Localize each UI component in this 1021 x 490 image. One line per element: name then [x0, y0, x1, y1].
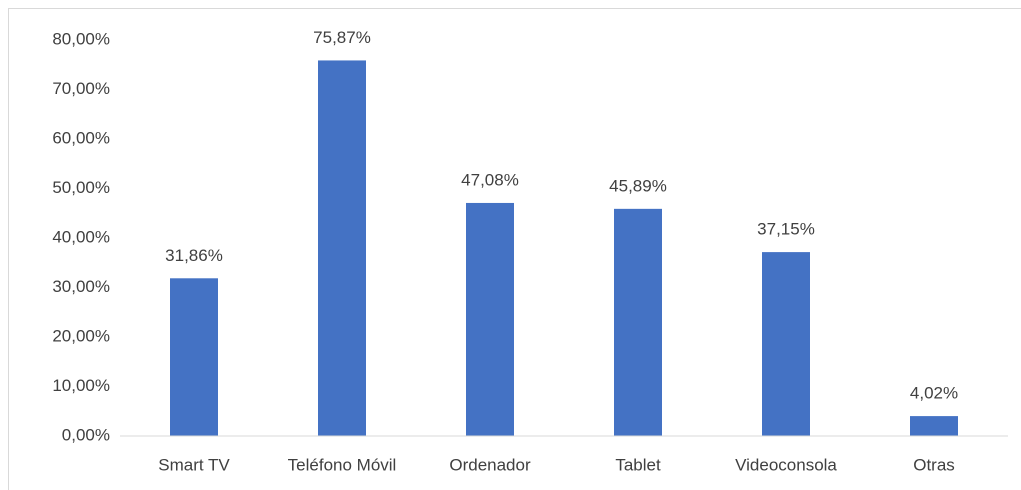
data-label: 45,89%: [609, 176, 667, 195]
y-tick-label: 60,00%: [52, 128, 110, 147]
bar: [910, 416, 958, 436]
x-tick-label: Teléfono Móvil: [288, 455, 397, 474]
chart-border: [8, 8, 1021, 490]
y-tick-label: 10,00%: [52, 376, 110, 395]
bar: [614, 208, 662, 436]
data-label: 4,02%: [910, 384, 958, 403]
bar: [466, 202, 514, 436]
y-tick-label: 80,00%: [52, 29, 110, 48]
y-tick-label: 0,00%: [62, 425, 110, 444]
y-tick-label: 20,00%: [52, 326, 110, 345]
data-label: 31,86%: [165, 246, 223, 265]
x-tick-label: Tablet: [615, 455, 661, 474]
bar: [318, 60, 366, 436]
x-tick-label: Otras: [913, 455, 955, 474]
data-label: 75,87%: [313, 28, 371, 47]
y-tick-label: 40,00%: [52, 227, 110, 246]
y-tick-label: 30,00%: [52, 277, 110, 296]
x-tick-label: Videoconsola: [735, 455, 837, 474]
x-tick-label: Smart TV: [158, 455, 230, 474]
y-tick-label: 50,00%: [52, 178, 110, 197]
bar: [170, 278, 218, 436]
data-label: 47,08%: [461, 170, 519, 189]
bar: [762, 252, 810, 436]
data-label: 37,15%: [757, 220, 815, 239]
y-tick-label: 70,00%: [52, 79, 110, 98]
x-tick-label: Ordenador: [449, 455, 531, 474]
